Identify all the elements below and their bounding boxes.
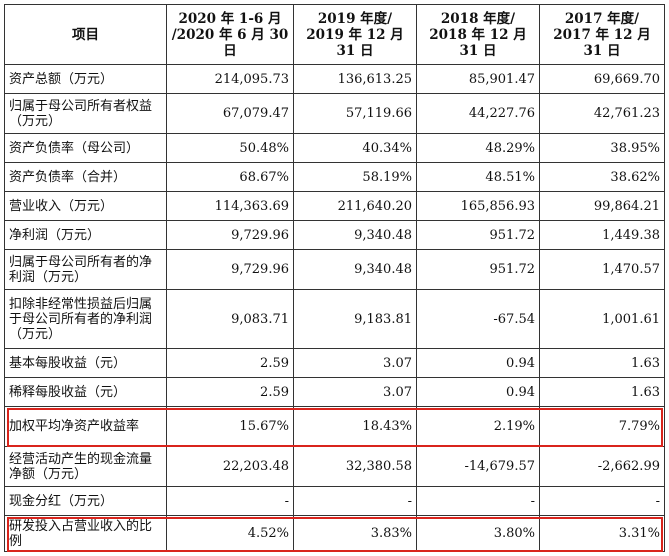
table-row: 资产总额（万元） 214,095.73 136,613.25 85,901.47 69,… bbox=[4, 64, 665, 94]
row-value: 165,856.93 bbox=[416, 191, 540, 221]
row-value: 951.72 bbox=[416, 249, 540, 290]
row-value: -2,662.99 bbox=[539, 446, 665, 487]
row-label: 加权平均净资产收益率 bbox=[4, 406, 167, 447]
row-value: 48.29% bbox=[416, 133, 540, 163]
row-value: 2.59 bbox=[166, 348, 294, 378]
row-value: 9,729.96 bbox=[166, 220, 294, 250]
row-value: 68.67% bbox=[166, 162, 294, 192]
row-value: - bbox=[166, 486, 294, 516]
row-label: 稀释每股收益（元） bbox=[4, 377, 167, 407]
row-value: 3.31% bbox=[539, 515, 665, 552]
row-value: 9,340.48 bbox=[293, 220, 417, 250]
row-value: 7.79% bbox=[539, 406, 665, 447]
row-value: 38.62% bbox=[539, 162, 665, 192]
row-value: 57,119.66 bbox=[293, 93, 417, 134]
row-value: 0.94 bbox=[416, 348, 540, 378]
header-row: 项目 2020 年 1-6 月 /2020 年 6 月 30 日 2019 年度… bbox=[4, 4, 665, 65]
row-value: 9,183.81 bbox=[293, 289, 417, 349]
row-value: 85,901.47 bbox=[416, 64, 540, 94]
header-period-2019: 2019 年度/ 2019 年 12 月 31 日 bbox=[293, 4, 417, 65]
row-label: 营业收入（万元） bbox=[4, 191, 167, 221]
row-value: 2.59 bbox=[166, 377, 294, 407]
table-row: 加权平均净资产收益率 15.67% 18.43% 2.19% 7.79% bbox=[4, 406, 665, 447]
table-row: 归属于母公司所有者的净利润（万元） 9,729.96 9,340.48 951.72 1… bbox=[4, 249, 665, 290]
header-period-2017: 2017 年度/ 2017 年 12 月 31 日 bbox=[539, 4, 665, 65]
row-value: 136,613.25 bbox=[293, 64, 417, 94]
row-value: 1,449.38 bbox=[539, 220, 665, 250]
row-value: 1,470.57 bbox=[539, 249, 665, 290]
table-row: 归属于母公司所有者权益（万元） 67,079.47 57,119.66 44,227.… bbox=[4, 93, 665, 134]
row-value: 951.72 bbox=[416, 220, 540, 250]
row-value: 22,203.48 bbox=[166, 446, 294, 487]
row-value: 3.07 bbox=[293, 348, 417, 378]
row-value: 15.67% bbox=[166, 406, 294, 447]
row-label: 归属于母公司所有者的净利润（万元） bbox=[4, 249, 167, 290]
row-value: 1.63 bbox=[539, 377, 665, 407]
row-label: 现金分红（万元） bbox=[4, 486, 167, 516]
header-period-2018: 2018 年度/ 2018 年 12 月 31 日 bbox=[416, 4, 540, 65]
row-value: 50.48% bbox=[166, 133, 294, 163]
row-value: 214,095.73 bbox=[166, 64, 294, 94]
table-row: 净利润（万元） 9,729.96 9,340.48 951.72 1,449.38 bbox=[4, 220, 665, 250]
row-value: 3.80% bbox=[416, 515, 540, 552]
row-value: 9,729.96 bbox=[166, 249, 294, 290]
row-value: 1.63 bbox=[539, 348, 665, 378]
table-row: 资产负债率（母公司） 50.48% 40.34% 48.29% 38.95% bbox=[4, 133, 665, 163]
row-value: - bbox=[416, 486, 540, 516]
row-value: - bbox=[539, 486, 665, 516]
row-value: 3.83% bbox=[293, 515, 417, 552]
row-value: -67.54 bbox=[416, 289, 540, 349]
row-value: 67,079.47 bbox=[166, 93, 294, 134]
row-label: 基本每股收益（元） bbox=[4, 348, 167, 378]
row-value: 48.51% bbox=[416, 162, 540, 192]
row-value: -14,679.57 bbox=[416, 446, 540, 487]
row-value: 58.19% bbox=[293, 162, 417, 192]
row-label: 研发投入占营业收入的比例 bbox=[4, 515, 167, 552]
row-value: 44,227.76 bbox=[416, 93, 540, 134]
row-value: 32,380.58 bbox=[293, 446, 417, 487]
table-row: 扣除非经常性损益后归属于母公司所有者的净利润（万元） 9,083.71 9,183.… bbox=[4, 289, 665, 349]
row-label: 归属于母公司所有者权益（万元） bbox=[4, 93, 167, 134]
table-row: 营业收入（万元） 114,363.69 211,640.20 165,856.93 99… bbox=[4, 191, 665, 221]
table-row: 资产负债率（合并） 68.67% 58.19% 48.51% 38.62% bbox=[4, 162, 665, 192]
header-period-2020h1: 2020 年 1-6 月 /2020 年 6 月 30 日 bbox=[166, 4, 294, 65]
row-value: 40.34% bbox=[293, 133, 417, 163]
row-value: 3.07 bbox=[293, 377, 417, 407]
table-row: 现金分红（万元） - - - - bbox=[4, 486, 665, 516]
table-row: 经营活动产生的现金流量净额（万元） 22,203.48 32,380.58 -14,6… bbox=[4, 446, 665, 487]
row-value: 211,640.20 bbox=[293, 191, 417, 221]
row-value: 9,340.48 bbox=[293, 249, 417, 290]
row-value: 114,363.69 bbox=[166, 191, 294, 221]
row-value: 0.94 bbox=[416, 377, 540, 407]
row-value: 69,669.70 bbox=[539, 64, 665, 94]
row-value: 9,083.71 bbox=[166, 289, 294, 349]
row-label: 资产负债率（合并） bbox=[4, 162, 167, 192]
row-label: 资产总额（万元） bbox=[4, 64, 167, 94]
row-value: 4.52% bbox=[166, 515, 294, 552]
row-label: 净利润（万元） bbox=[4, 220, 167, 250]
row-value: 38.95% bbox=[539, 133, 665, 163]
row-value: - bbox=[293, 486, 417, 516]
row-value: 1,001.61 bbox=[539, 289, 665, 349]
table-row: 基本每股收益（元） 2.59 3.07 0.94 1.63 bbox=[4, 348, 665, 378]
table-row: 稀释每股收益（元） 2.59 3.07 0.94 1.63 bbox=[4, 377, 665, 407]
financial-table: 项目 2020 年 1-6 月 /2020 年 6 月 30 日 2019 年度… bbox=[4, 4, 665, 552]
row-value: 2.19% bbox=[416, 406, 540, 447]
row-value: 42,761.23 bbox=[539, 93, 665, 134]
row-value: 18.43% bbox=[293, 406, 417, 447]
row-label: 经营活动产生的现金流量净额（万元） bbox=[4, 446, 167, 487]
row-value: 99,864.21 bbox=[539, 191, 665, 221]
row-label: 扣除非经常性损益后归属于母公司所有者的净利润（万元） bbox=[4, 289, 167, 349]
table-row: 研发投入占营业收入的比例 4.52% 3.83% 3.80% 3.31% bbox=[4, 515, 665, 552]
header-item: 项目 bbox=[4, 4, 167, 65]
row-label: 资产负债率（母公司） bbox=[4, 133, 167, 163]
